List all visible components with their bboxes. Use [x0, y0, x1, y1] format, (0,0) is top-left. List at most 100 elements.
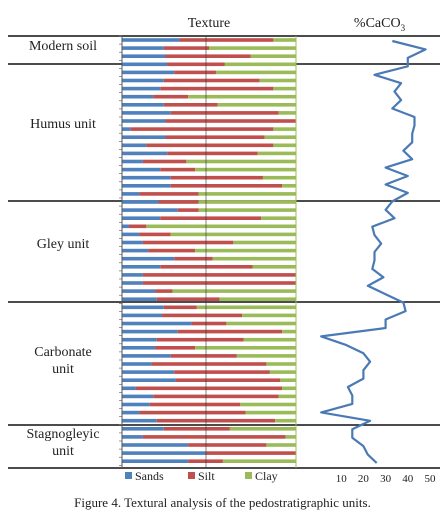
bar-segment-silt-11 [165, 119, 296, 123]
bar-segment-silt-7 [160, 86, 274, 91]
bar-segment-sands-41 [122, 362, 152, 366]
bar-segment-sands-21 [122, 200, 159, 204]
bar-segment-silt-1 [179, 38, 274, 42]
bar-segment-sands-32 [122, 289, 156, 293]
bar-segment-sands-42 [122, 370, 175, 374]
bar-segment-sands-31 [122, 281, 143, 285]
bar-segment-clay-32 [172, 289, 296, 293]
bar-segment-silt-8 [153, 94, 189, 99]
legend-label-silt: Silt [198, 469, 215, 483]
bar-segment-sands-17 [122, 167, 161, 172]
bar-segment-clay-34 [196, 305, 296, 310]
bar-segment-silt-10 [170, 111, 279, 115]
unit-label-humus-unit: Humus unit [30, 117, 96, 132]
bar-segment-sands-49 [122, 427, 164, 431]
bar-segment-sands-47 [122, 410, 140, 415]
bar-segment-silt-49 [163, 427, 230, 431]
bar-segment-clay-42 [269, 370, 296, 374]
bar-segment-sands-1 [122, 38, 180, 42]
bar-segment-silt-47 [139, 410, 246, 415]
legend-swatch-silt [188, 472, 195, 479]
bar-segment-sands-30 [122, 273, 143, 277]
bar-segment-silt-53 [188, 459, 223, 463]
unit-labels: Modern soil Humus unit Gley unit Carbonate u… [26, 39, 99, 459]
bar-segment-clay-43 [280, 378, 296, 382]
bar-segment-sands-39 [122, 346, 156, 350]
legend-label-clay: Clay [255, 469, 278, 483]
bar-segment-silt-29 [160, 265, 253, 269]
bar-segment-clay-21 [198, 200, 296, 204]
bar-segment-sands-2 [122, 46, 164, 50]
bar-segment-sands-15 [122, 151, 168, 156]
bar-segment-clay-46 [240, 402, 296, 407]
legend-label-sands: Sands [135, 469, 164, 483]
bar-segment-sands-10 [122, 111, 171, 115]
bar-segment-sands-44 [122, 386, 136, 391]
bar-segment-clay-39 [195, 346, 296, 350]
bar-segment-sands-33 [122, 297, 157, 301]
bar-segment-sands-16 [122, 159, 143, 164]
bar-segment-silt-21 [158, 200, 199, 204]
bar-segment-clay-5 [215, 70, 296, 75]
bar-segment-clay-38 [243, 337, 296, 342]
bar-segment-sands-7 [122, 86, 161, 91]
bar-segment-sands-11 [122, 119, 166, 123]
caco3-chart: %CaCO3 10 20 30 40 50 [320, 16, 436, 485]
caco3-tick-label: 40 [402, 473, 414, 485]
bar-segment-silt-22 [177, 208, 199, 212]
figure-caption: Figure 4. Textural analysis of the pedos… [74, 495, 371, 510]
bar-segment-clay-19 [282, 184, 296, 188]
bar-segment-sands-51 [122, 443, 189, 447]
bar-segment-clay-6 [259, 78, 296, 83]
bar-segment-clay-27 [195, 248, 296, 253]
bar-segment-sands-40 [122, 354, 171, 358]
bar-segment-sands-43 [122, 378, 176, 382]
bar-segment-clay-24 [146, 224, 296, 229]
unit-label-stagnogleyic-unit: Stagnogleyic unit [26, 427, 99, 459]
bar-segment-clay-49 [229, 427, 296, 431]
bar-segment-silt-40 [170, 354, 237, 358]
bar-segment-sands-8 [122, 94, 154, 99]
bar-segment-silt-36 [191, 321, 227, 326]
bar-segment-sands-29 [122, 265, 161, 269]
bar-segment-sands-20 [122, 192, 140, 196]
texture-chart: Texture Sands Silt Clay [119, 16, 297, 483]
bar-segment-silt-50 [142, 435, 286, 439]
unit-label-gley-unit: Gley unit [37, 237, 90, 252]
unit-label-modern-soil: Modern soil [29, 39, 97, 54]
bar-segment-clay-17 [195, 167, 296, 172]
bar-segment-clay-37 [282, 329, 296, 334]
bar-segment-clay-28 [212, 256, 296, 261]
bar-segment-clay-9 [217, 103, 296, 107]
bar-segment-clay-50 [285, 435, 296, 439]
bar-segment-sands-9 [122, 103, 164, 107]
bar-segment-clay-23 [261, 216, 296, 220]
bar-segment-silt-39 [155, 346, 196, 350]
bar-segment-sands-4 [122, 62, 168, 67]
bar-segment-sands-45 [122, 394, 154, 399]
bar-segment-silt-5 [174, 70, 216, 75]
texture-title: Texture [188, 16, 231, 31]
bar-segment-silt-20 [139, 192, 199, 196]
bar-segment-silt-30 [142, 273, 296, 277]
bar-segment-sands-53 [122, 459, 189, 463]
bar-segment-sands-36 [122, 321, 192, 326]
bar-segment-silt-12 [130, 127, 274, 131]
bar-segment-sands-13 [122, 135, 166, 139]
bar-segment-silt-32 [155, 289, 173, 293]
bar-segment-clay-35 [242, 313, 296, 318]
bar-segment-sands-19 [122, 184, 171, 188]
bar-segment-clay-7 [273, 86, 296, 91]
unit-label-carbonate-unit: Carbonate unit [34, 345, 92, 377]
bar-segment-silt-18 [170, 175, 263, 180]
caco3-line [320, 39, 427, 464]
bar-segment-silt-27 [148, 248, 196, 253]
bar-segment-sands-26 [122, 240, 143, 245]
bar-segment-sands-6 [122, 78, 164, 83]
bar-segment-clay-13 [264, 135, 296, 139]
bar-segment-clay-25 [170, 232, 296, 237]
bar-segment-clay-20 [198, 192, 296, 196]
bar-segment-clay-12 [273, 127, 296, 131]
bar-segment-silt-37 [177, 329, 283, 334]
bar-segment-sands-27 [122, 248, 149, 253]
